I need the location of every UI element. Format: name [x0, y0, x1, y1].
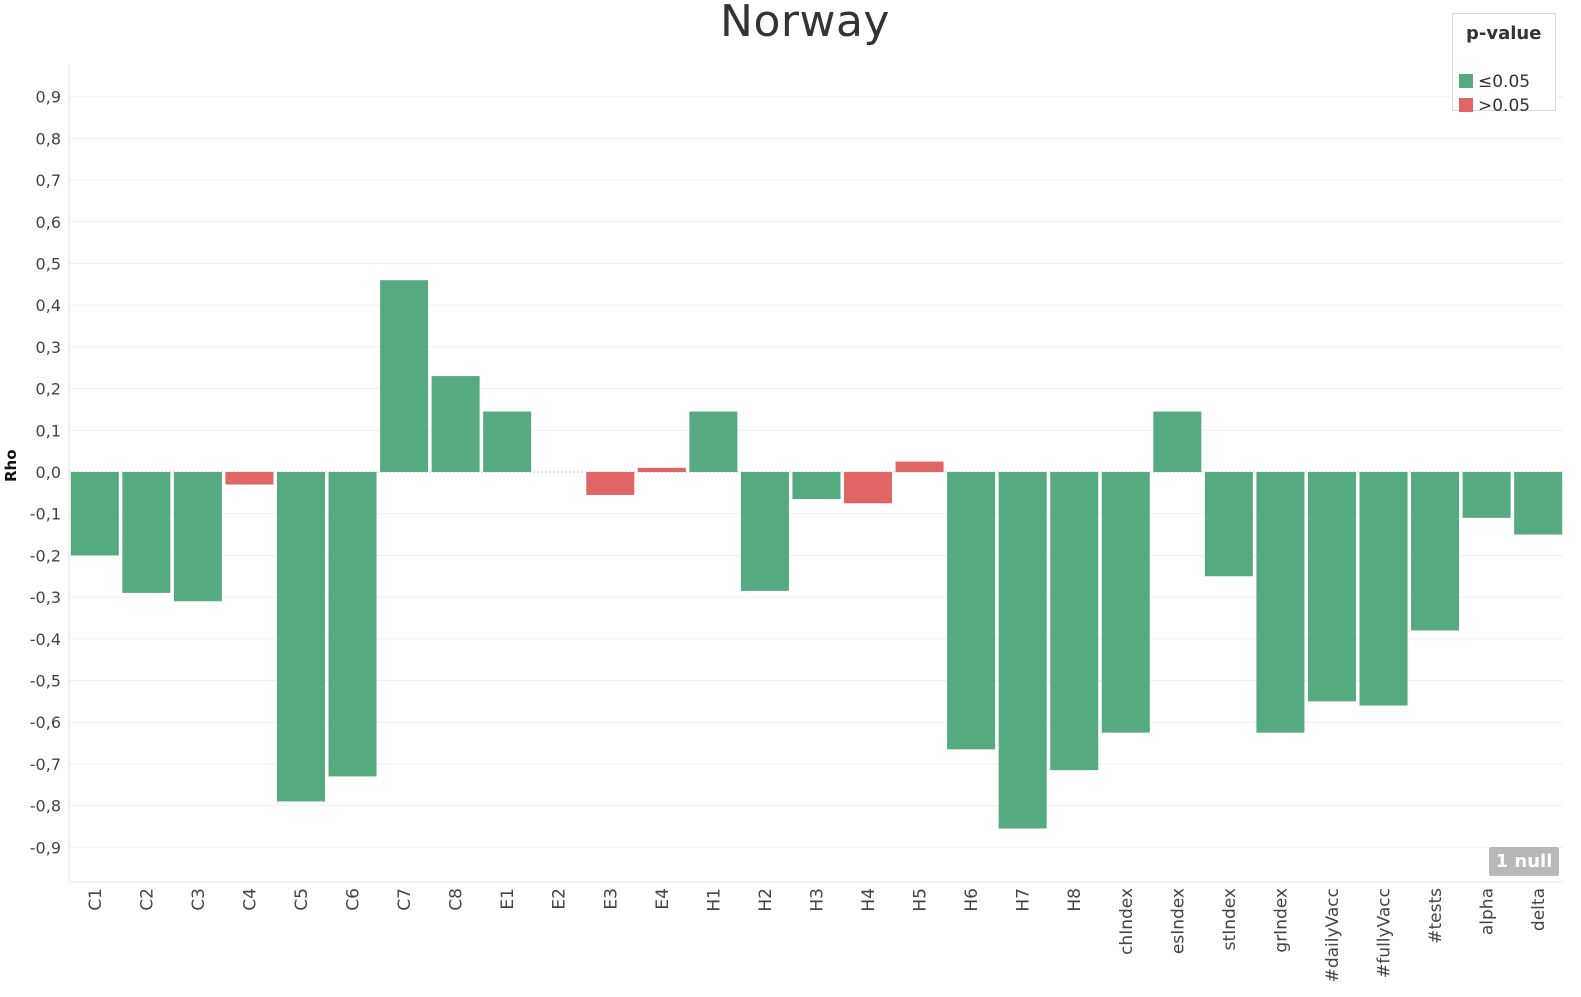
x-tick-label: H5	[911, 888, 931, 912]
y-tick-label: -0,1	[30, 505, 61, 524]
x-tick-label: chIndex	[1117, 888, 1137, 955]
x-tick-label: E3	[601, 888, 621, 910]
bar-h1[interactable]	[689, 411, 738, 472]
bar-h3[interactable]	[792, 472, 841, 500]
bar-num-dailyvacc[interactable]	[1307, 472, 1356, 702]
bar-c7[interactable]	[380, 280, 429, 472]
x-tick-label: C3	[189, 888, 209, 911]
bar-esindex[interactable]	[1153, 411, 1202, 472]
bar-h4[interactable]	[844, 472, 893, 504]
x-tick-label: stIndex	[1220, 888, 1240, 950]
x-tick-label: C7	[395, 888, 415, 911]
y-axis-label: Rho	[2, 449, 20, 482]
x-tick-label: H8	[1065, 888, 1085, 912]
y-tick-label: 0,5	[36, 255, 61, 274]
y-tick-label: -0,9	[30, 838, 61, 857]
bar-chindex[interactable]	[1101, 472, 1150, 733]
bar-e3[interactable]	[586, 472, 635, 495]
null-indicator-badge[interactable]: 1 null	[1489, 847, 1559, 876]
bar-h8[interactable]	[1050, 472, 1099, 771]
legend-title: p-value	[1466, 23, 1542, 44]
legend-label-not-significant: >0.05	[1478, 96, 1531, 116]
y-tick-label: 0,2	[36, 380, 61, 399]
legend-entry-not-significant[interactable]: >0.05	[1459, 97, 1530, 115]
x-tick-label: C5	[292, 888, 312, 911]
x-tick-label: C6	[344, 888, 364, 911]
x-tick-label: #dailyVacc	[1323, 888, 1343, 982]
y-tick-label: 0,7	[36, 171, 61, 190]
y-tick-label: 0,6	[36, 213, 61, 232]
bar-h2[interactable]	[740, 472, 789, 591]
chart-title: Norway	[720, 0, 890, 47]
y-tick-label: 0,1	[36, 421, 61, 440]
x-tick-label: delta	[1529, 888, 1549, 931]
x-tick-labels: C1 C2 C3 C4 C5 C6 C7 C8 E1 E2 E3 E4 H1 H2 H3 H4 H5 H6 H7 H8…	[86, 888, 1549, 983]
bar-c3[interactable]	[173, 472, 222, 602]
legend-swatch-significant	[1459, 74, 1473, 88]
x-tick-label: C8	[447, 888, 467, 911]
bar-num-fullyvacc[interactable]	[1359, 472, 1408, 706]
y-tick-label: 0,9	[36, 88, 61, 107]
x-tick-label: #tests	[1426, 888, 1446, 944]
y-tick-label: -0,6	[30, 713, 61, 732]
legend-swatch-not-significant	[1459, 98, 1473, 112]
bar-e4[interactable]	[637, 467, 686, 472]
x-tick-label: esIndex	[1168, 888, 1188, 954]
x-tick-label: C1	[86, 888, 106, 911]
bar-e1[interactable]	[483, 411, 532, 472]
x-tick-label: H4	[859, 888, 879, 912]
legend-entry-significant[interactable]: ≤0.05	[1459, 73, 1530, 91]
x-tick-label: H2	[756, 888, 776, 912]
y-tick-label: -0,7	[30, 755, 61, 774]
y-tick-label: 0,3	[36, 338, 61, 357]
bar-delta[interactable]	[1514, 472, 1563, 535]
bar-stindex[interactable]	[1204, 472, 1253, 577]
x-tick-label: H6	[962, 888, 982, 912]
legend-label-significant: ≤0.05	[1478, 72, 1531, 92]
x-tick-label: E4	[653, 888, 673, 910]
x-tick-label: H3	[807, 888, 827, 912]
x-tick-label: #fullyVacc	[1375, 888, 1395, 978]
y-tick-label: 0,4	[36, 296, 61, 315]
y-tick-label: 0,8	[36, 129, 61, 148]
x-tick-label: H7	[1014, 888, 1034, 912]
bar-c2[interactable]	[122, 472, 171, 593]
y-tick-labels: 0,9 0,8 0,7 0,6 0,5 0,4 0,3 0,2 0,1 0,0 -0,1 -0,2 -0…	[30, 88, 61, 858]
x-tick-label: E2	[550, 888, 570, 910]
x-tick-label: alpha	[1478, 888, 1498, 935]
bar-c4[interactable]	[225, 472, 274, 485]
y-tick-label: -0,5	[30, 672, 61, 691]
x-tick-label: grIndex	[1271, 888, 1291, 953]
bar-h7[interactable]	[998, 472, 1047, 829]
bar-c8[interactable]	[431, 376, 480, 472]
bar-c5[interactable]	[276, 472, 325, 802]
legend[interactable]: p-value ≤0.05 >0.05	[1452, 13, 1556, 115]
bar-grindex[interactable]	[1256, 472, 1305, 733]
bar-c1[interactable]	[70, 472, 119, 556]
bars	[70, 280, 1563, 829]
x-tick-label: C2	[137, 888, 157, 911]
x-tick-label: C4	[240, 888, 260, 911]
y-tick-label: -0,4	[30, 630, 61, 649]
x-tick-label: E1	[498, 888, 518, 910]
y-tick-label: -0,8	[30, 797, 61, 816]
bar-alpha[interactable]	[1462, 472, 1511, 518]
y-tick-label: -0,3	[30, 588, 61, 607]
x-tick-label: H1	[704, 888, 724, 912]
bar-h5[interactable]	[895, 461, 944, 472]
bar-num-tests[interactable]	[1411, 472, 1460, 631]
bar-h6[interactable]	[947, 472, 996, 750]
y-tick-label: -0,2	[30, 546, 61, 565]
bar-c6[interactable]	[328, 472, 377, 777]
y-tick-label: 0,0	[36, 463, 61, 482]
